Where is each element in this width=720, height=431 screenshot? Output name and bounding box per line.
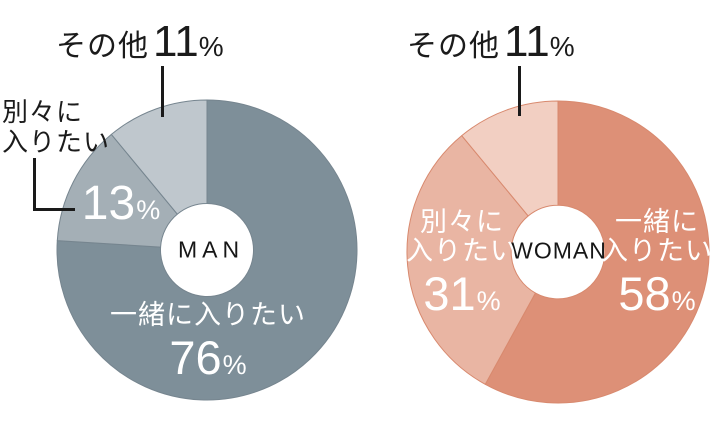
percent-sign: %: [198, 31, 224, 62]
percent-sign: %: [549, 31, 575, 62]
man-separate-callout: 別々に 入りたい: [2, 97, 110, 157]
donut-segment-58: [484, 100, 710, 404]
percent-sign: %: [222, 350, 247, 380]
man-together-block: 一緒に入りたい 76 %: [110, 300, 306, 384]
woman-together-label-line2: 入りたい: [601, 236, 713, 266]
woman-separate-label-line1: 別々に: [420, 207, 504, 237]
woman-together-value: 58: [618, 267, 671, 320]
woman-together-label-line1: 一緒に: [615, 207, 699, 237]
woman-other-label: その他: [407, 30, 500, 63]
man-separate-leader-line: [33, 158, 75, 211]
percent-sign: %: [476, 286, 501, 316]
man-other-leader-line: [161, 66, 164, 117]
man-separate-value: 13: [81, 177, 136, 230]
woman-together-block: 一緒に 入りたい 58 %: [601, 207, 713, 320]
man-separate-value-tag: 13 %: [82, 180, 160, 228]
percent-sign: %: [136, 195, 161, 225]
man-other-value: 11: [153, 17, 199, 66]
man-other-label: その他: [56, 30, 149, 63]
man-separate-label-line2: 入りたい: [2, 127, 111, 157]
man-other-callout: その他 11 %: [56, 20, 224, 64]
man-together-value: 76: [169, 331, 222, 384]
donut-segment-11: [461, 100, 559, 217]
man-center-label: MAN: [177, 236, 245, 263]
woman-other-callout: その他 11 %: [407, 20, 575, 64]
percent-sign: %: [671, 286, 696, 316]
woman-separate-block: 別々に 入りたい 31 %: [406, 207, 518, 320]
woman-center-label: WOMAN: [511, 237, 607, 264]
woman-separate-label-line2: 入りたい: [406, 236, 518, 266]
woman-other-leader-line: [518, 66, 521, 116]
woman-separate-value: 31: [423, 267, 476, 320]
man-together-label: 一緒に入りたい: [110, 300, 306, 330]
woman-donut: [406, 100, 710, 404]
man-donut: [56, 99, 358, 401]
woman-other-value: 11: [504, 17, 550, 66]
donut-segment-31: [406, 135, 536, 385]
donut-segment-76: [56, 99, 358, 401]
man-separate-label-line1: 別々に: [2, 97, 84, 127]
donut-segment-11: [110, 99, 208, 215]
